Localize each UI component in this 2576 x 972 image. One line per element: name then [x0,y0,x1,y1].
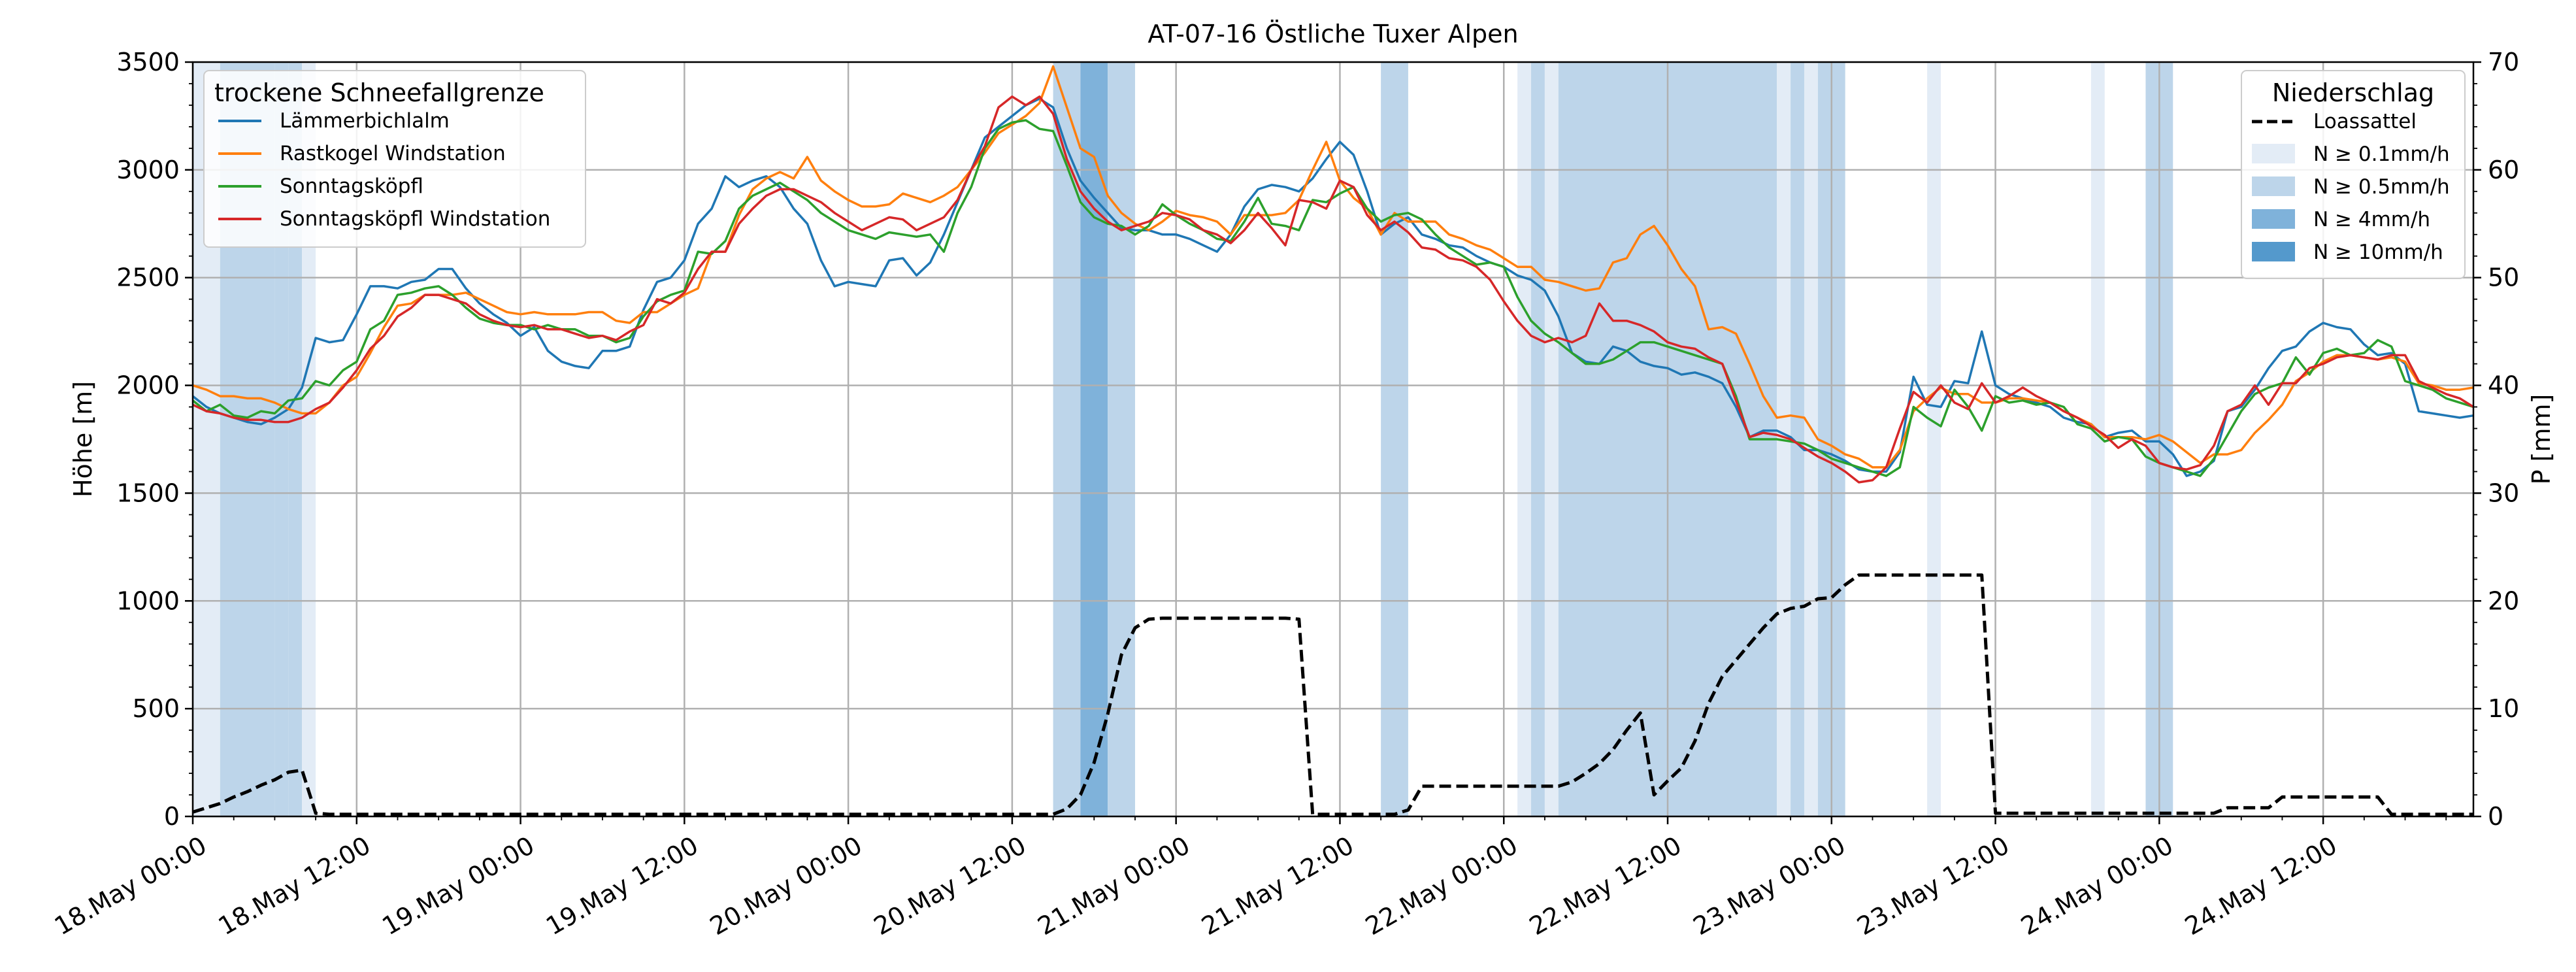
legend-label: Loassattel [2313,110,2417,133]
legend-label: Lämmerbichlalm [280,109,450,133]
y-tick-label: 1500 [116,478,180,507]
precip-band [1531,62,1545,816]
precip-band [1080,62,1108,816]
y-axis-label: Höhe [m] [69,381,97,497]
y-tick-label: 0 [164,802,180,831]
series-line [191,119,2474,477]
precip-band [1108,62,1135,816]
precip-band [1381,62,1408,816]
precip-band [1927,62,1941,816]
precip-band [1517,62,1532,816]
legend-right: Niederschlag Loassattel N ≥ 0.1mm/h N ≥ 0.… [2241,70,2466,279]
legend-left: trockene Schneefallgrenze Lämmerbichlalm… [203,70,586,248]
legend-swatch [2252,209,2295,229]
legend-label: Sonntagsköpfl Windstation [280,207,550,231]
precip-band [1053,62,1081,816]
chart-title: AT-07-16 Östliche Tuxer Alpen [1148,20,1518,48]
y-right-tick-label: 40 [2488,371,2519,400]
legend-label: N ≥ 4mm/h [2313,208,2430,231]
y-axis-label-right: P [mm] [2527,394,2556,485]
y-tick-label: 500 [132,694,180,723]
y-tick-label: 2000 [116,371,180,400]
series-line [192,65,2474,469]
series-line [192,95,2474,484]
y-right-tick-label: 10 [2488,694,2519,723]
precip-band [274,62,289,816]
legend-swatch [2252,242,2295,261]
legend-label: Sonntagsköpfl [280,175,423,198]
precip-band [1544,62,1559,816]
plot-frame [191,61,2475,818]
precip-band [1804,62,1818,816]
y-right-tick-label: 0 [2488,802,2503,831]
y-tick-label: 2500 [116,263,180,292]
series-lines [191,65,2474,816]
y-right-tick-label: 20 [2488,586,2519,615]
precip-band [1791,62,1804,816]
legend-swatch [2252,144,2295,163]
precip-band [288,62,303,816]
y-right-tick-label: 30 [2488,478,2519,507]
y-tick-label: 3000 [116,156,180,184]
legend-label: Rastkogel Windstation [280,142,506,165]
y-tick-label: 3500 [116,48,180,76]
precip-band [2090,62,2105,816]
y-right-tick-label: 60 [2488,156,2519,184]
y-tick-label: 1000 [116,586,180,615]
precip-band [302,62,316,816]
series-line [192,573,2473,816]
y-right-tick-label: 50 [2488,263,2519,292]
y-right-tick-label: 70 [2488,48,2519,76]
legend-left-title: trockene Schneefallgrenze [214,78,544,107]
legend-label: N ≥ 0.1mm/h [2313,142,2450,166]
legend-label: N ≥ 0.5mm/h [2313,175,2450,199]
legend-right-title: Niederschlag [2272,78,2434,107]
legend-swatch [2252,176,2295,196]
legend-label: N ≥ 10mm/h [2313,241,2443,264]
